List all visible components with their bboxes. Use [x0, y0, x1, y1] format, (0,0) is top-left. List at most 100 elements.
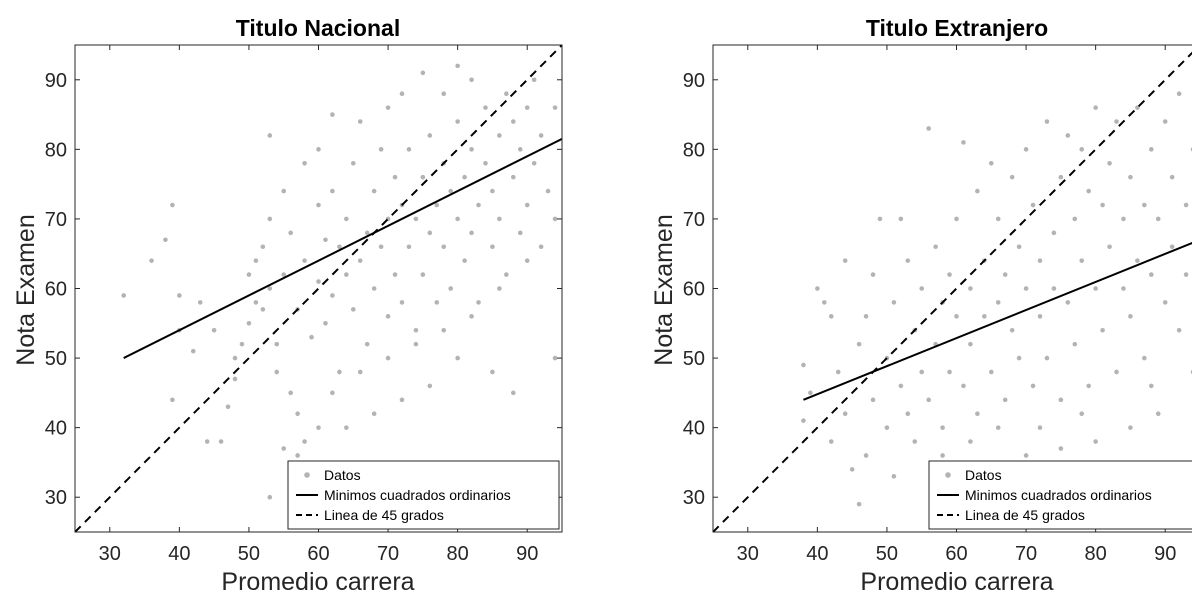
y-tick-label: 40	[683, 418, 705, 440]
data-point	[1051, 230, 1057, 236]
data-point	[1079, 258, 1085, 263]
data-point	[281, 272, 287, 277]
data-point	[309, 334, 314, 340]
data-point	[1121, 216, 1126, 222]
data-point	[828, 439, 834, 444]
y-tick-label: 50	[45, 348, 67, 370]
data-point	[434, 300, 440, 305]
x-tick-label: 60	[945, 543, 967, 565]
data-point	[995, 216, 1001, 222]
data-point	[330, 112, 335, 117]
data-point	[517, 147, 523, 152]
data-point	[371, 188, 377, 194]
data-point	[517, 230, 523, 236]
data-point	[870, 397, 876, 403]
data-point	[1058, 174, 1064, 180]
data-point	[448, 286, 453, 291]
data-point	[1065, 300, 1071, 305]
data-point	[455, 216, 460, 222]
data-point	[350, 307, 356, 312]
data-point	[808, 390, 813, 396]
data-point	[371, 286, 377, 291]
data-point	[842, 258, 848, 263]
data-point	[170, 397, 175, 403]
x-tick-label: 90	[1154, 543, 1176, 565]
data-point	[905, 411, 911, 417]
data-point	[469, 77, 474, 83]
x-tick-label: 40	[168, 543, 190, 565]
y-axis-label: Nota Examen	[650, 214, 678, 365]
data-point	[434, 202, 440, 208]
data-point	[1009, 174, 1015, 180]
data-point	[1162, 300, 1168, 305]
data-point	[1086, 383, 1091, 389]
data-point	[1107, 160, 1112, 166]
data-point	[801, 362, 806, 368]
data-point	[232, 376, 238, 382]
data-point	[476, 300, 481, 305]
data-point	[1037, 314, 1043, 319]
data-point	[1128, 314, 1133, 319]
data-point	[975, 188, 980, 194]
data-point	[1044, 355, 1050, 361]
data-point	[524, 202, 530, 208]
data-point	[552, 216, 558, 222]
data-point	[170, 202, 175, 208]
data-point	[490, 369, 495, 375]
data-point	[1128, 174, 1133, 180]
data-point	[1009, 327, 1015, 333]
y-tick-label: 50	[683, 348, 705, 370]
data-point	[538, 133, 544, 138]
data-point	[392, 272, 398, 277]
x-axis-label: Promedio carrera	[860, 568, 1053, 596]
data-point	[1169, 244, 1175, 250]
data-point	[420, 272, 426, 277]
data-point	[344, 425, 349, 430]
legend-box	[928, 460, 1192, 530]
data-point	[1002, 272, 1008, 277]
data-point	[441, 244, 447, 250]
data-point	[497, 216, 502, 222]
data-point	[469, 230, 474, 236]
data-point	[919, 286, 925, 291]
y-tick-label: 30	[683, 487, 705, 509]
data-point	[1037, 425, 1043, 430]
data-point	[1114, 119, 1119, 124]
data-point	[364, 341, 370, 347]
data-point	[1037, 258, 1043, 263]
data-point	[511, 390, 516, 396]
data-point	[1058, 446, 1064, 451]
data-point	[406, 147, 412, 152]
legend-label-ols: Minimos cuadrados ordinarios	[965, 487, 1152, 503]
data-point	[961, 383, 966, 389]
legend-label-datos: Datos	[965, 467, 1002, 483]
x-tick-label: 80	[1085, 543, 1107, 565]
data-point	[891, 474, 897, 479]
data-point	[891, 300, 897, 305]
data-point	[295, 453, 300, 458]
data-point	[232, 355, 238, 361]
data-point	[877, 216, 883, 222]
ols-fit-line	[803, 241, 1192, 401]
data-point	[490, 188, 495, 194]
data-point	[995, 300, 1001, 305]
data-point	[947, 369, 952, 375]
data-point	[1093, 439, 1098, 444]
data-point	[246, 272, 252, 277]
data-point	[420, 174, 426, 180]
data-point	[1093, 105, 1098, 110]
data-point	[940, 425, 945, 430]
data-point	[1176, 327, 1182, 333]
legend-box	[287, 460, 560, 530]
data-point	[905, 258, 911, 263]
data-point	[933, 244, 938, 250]
y-tick-label: 70	[683, 209, 705, 231]
data-point	[1183, 202, 1189, 208]
data-point	[1030, 202, 1036, 208]
y-tick-label: 80	[683, 139, 705, 161]
data-point	[323, 320, 328, 326]
chart-title: Titulo Nacional	[236, 15, 400, 41]
data-point	[961, 140, 966, 145]
data-point	[1162, 119, 1168, 124]
data-point	[350, 160, 356, 166]
